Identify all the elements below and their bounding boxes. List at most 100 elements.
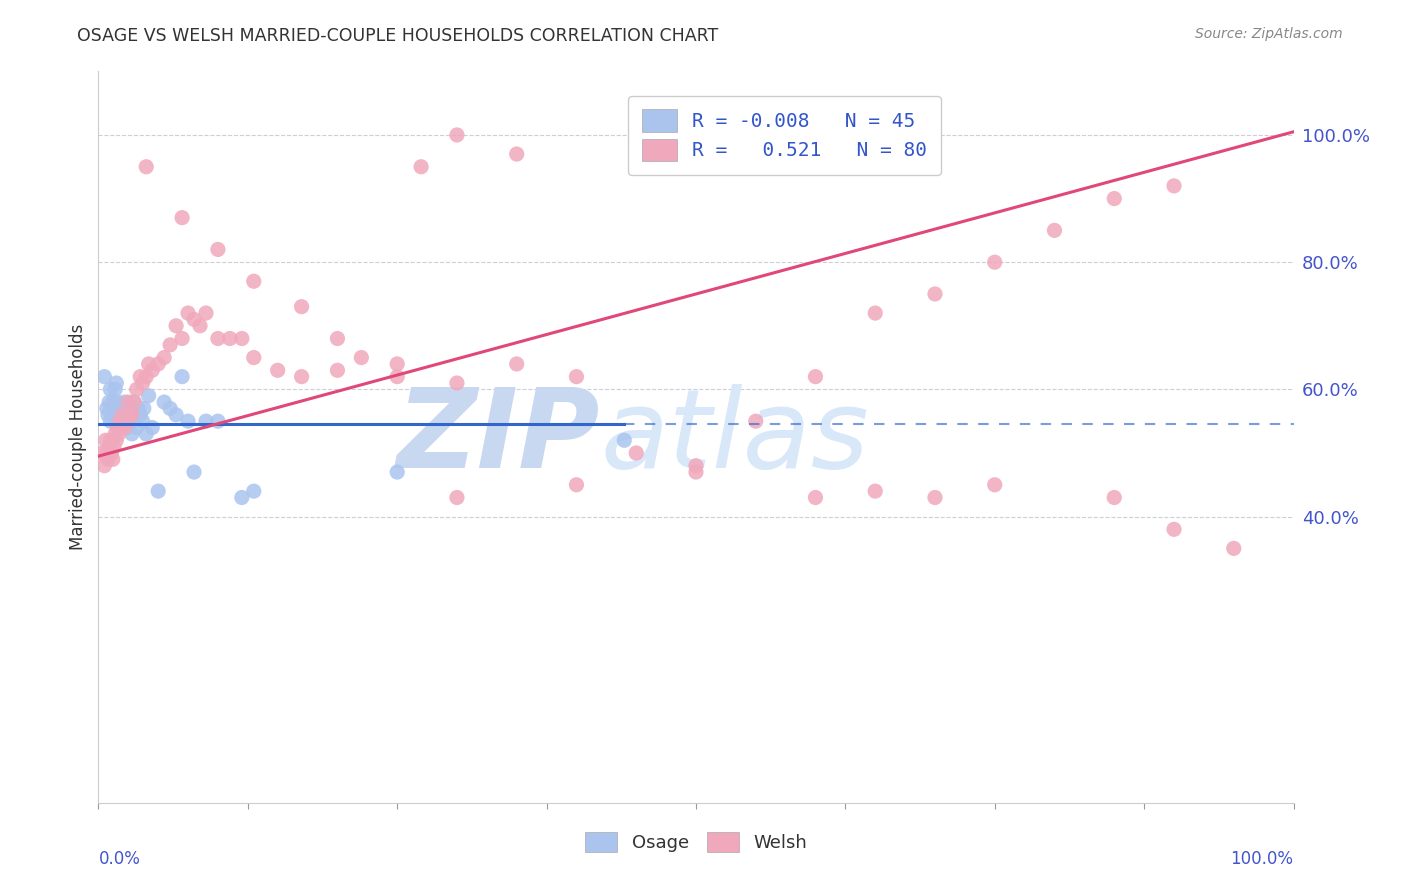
Point (107, 420, 129, 434)
Text: Source: ZipAtlas.com: Source: ZipAtlas.com (1195, 27, 1343, 41)
Point (124, 395, 146, 409)
Point (100, 446, 122, 460)
Point (101, 452, 124, 467)
Point (93, 369, 115, 384)
Point (207, 414, 229, 428)
Point (924, 491, 946, 505)
Point (105, 434, 128, 448)
Point (626, 446, 648, 460)
Y-axis label: Married-couple Households: Married-couple Households (69, 324, 87, 550)
Point (98, 414, 122, 428)
Point (865, 306, 887, 320)
Text: 0.0%: 0.0% (98, 850, 141, 868)
Point (291, 369, 314, 384)
Point (97, 408, 120, 422)
Point (93, 458, 115, 473)
Point (96, 401, 118, 416)
Point (506, 147, 529, 161)
Point (108, 408, 131, 422)
Point (111, 408, 134, 422)
Point (138, 357, 160, 371)
Point (326, 363, 349, 377)
Point (131, 414, 153, 428)
Point (101, 395, 124, 409)
Point (165, 318, 187, 333)
Point (243, 484, 266, 499)
Point (446, 491, 468, 505)
Point (135, 160, 157, 174)
Point (129, 408, 152, 422)
Point (385, 465, 409, 479)
Point (172, 369, 194, 384)
Point (105, 376, 128, 390)
Point (108, 414, 131, 428)
Point (1104, 491, 1126, 505)
Point (159, 338, 181, 352)
Point (231, 491, 253, 505)
Point (165, 408, 187, 422)
Point (924, 287, 946, 301)
Point (135, 369, 157, 384)
Point (685, 458, 707, 473)
Point (138, 389, 160, 403)
Point (506, 357, 529, 371)
Point (97, 452, 120, 467)
Point (115, 420, 138, 434)
Point (124, 395, 146, 409)
Point (148, 484, 170, 499)
Point (865, 484, 887, 499)
Point (127, 401, 149, 416)
Text: 100.0%: 100.0% (1230, 850, 1294, 868)
Point (112, 408, 135, 422)
Point (125, 420, 148, 434)
Point (98, 395, 121, 409)
Point (804, 369, 827, 384)
Point (1104, 192, 1126, 206)
Point (107, 401, 129, 416)
Point (267, 363, 290, 377)
Point (120, 408, 142, 422)
Point (110, 414, 132, 428)
Point (135, 426, 157, 441)
Point (565, 477, 588, 491)
Point (183, 465, 205, 479)
Text: ZIP: ZIP (396, 384, 600, 491)
Point (172, 331, 194, 345)
Point (1043, 223, 1066, 237)
Point (115, 414, 138, 428)
Point (120, 414, 142, 428)
Point (195, 414, 218, 428)
Point (117, 395, 139, 409)
Text: OSAGE VS WELSH MARRIED-COUPLE HOUSEHOLDS CORRELATION CHART: OSAGE VS WELSH MARRIED-COUPLE HOUSEHOLDS… (77, 27, 718, 45)
Point (385, 369, 409, 384)
Point (115, 414, 138, 428)
Point (685, 465, 707, 479)
Point (141, 363, 163, 377)
Point (107, 426, 129, 441)
Point (446, 376, 468, 390)
Point (91, 446, 114, 460)
Point (804, 491, 827, 505)
Point (148, 357, 170, 371)
Point (114, 420, 136, 434)
Point (103, 408, 125, 422)
Point (107, 395, 129, 409)
Point (121, 426, 143, 441)
Point (96, 446, 118, 460)
Point (613, 434, 636, 448)
Point (104, 426, 127, 441)
Point (117, 408, 139, 422)
Point (231, 331, 253, 345)
Point (177, 414, 200, 428)
Point (195, 306, 218, 320)
Point (172, 211, 194, 225)
Point (153, 351, 176, 365)
Point (1163, 178, 1185, 193)
Point (326, 331, 349, 345)
Point (129, 369, 152, 384)
Point (219, 331, 242, 345)
Point (1163, 522, 1185, 536)
Point (159, 401, 181, 416)
Point (188, 318, 211, 333)
Point (110, 420, 132, 434)
